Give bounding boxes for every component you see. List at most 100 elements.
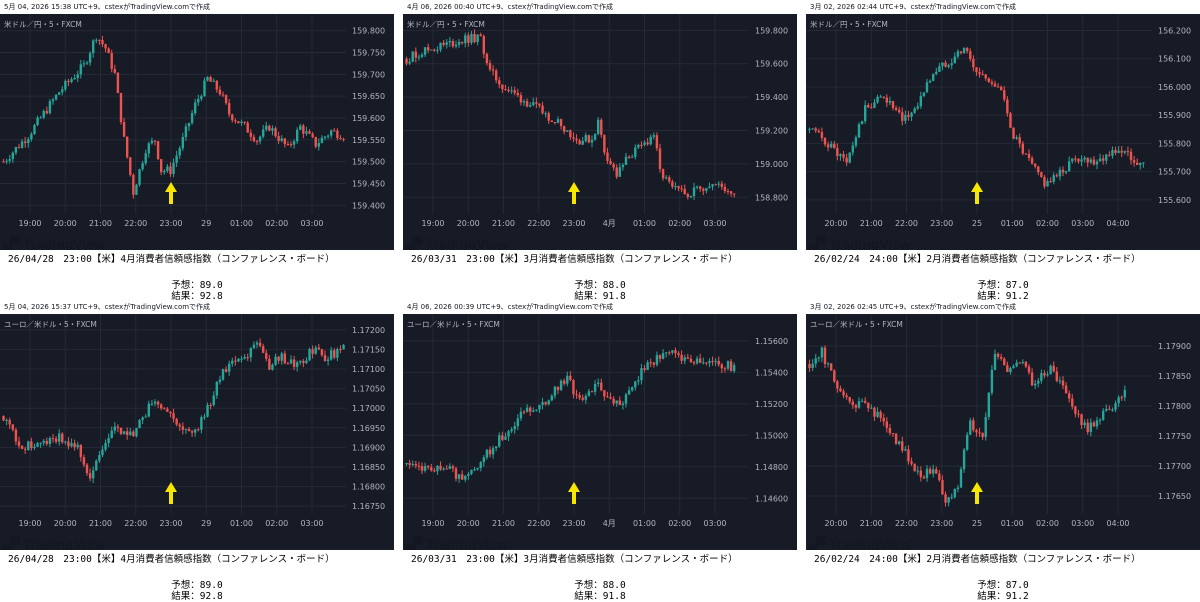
candle-body bbox=[184, 428, 188, 430]
candle-body bbox=[200, 417, 203, 430]
candle-body bbox=[311, 133, 314, 137]
candle-body bbox=[129, 157, 132, 175]
x-tick-label: 01:00 bbox=[1001, 519, 1024, 528]
candle-body bbox=[405, 58, 408, 64]
candle-body bbox=[962, 449, 966, 470]
candlestick-chart[interactable]: 159.800 159.600 159.400 159.200 159.000 158.8… bbox=[403, 14, 797, 250]
candle-body bbox=[1037, 380, 1040, 384]
actual-value: 結果：91.8 bbox=[574, 591, 626, 602]
candle-body bbox=[323, 355, 327, 362]
candle-body bbox=[423, 47, 427, 55]
x-tick-label: 02:00 bbox=[1036, 519, 1059, 528]
candle-body bbox=[836, 381, 839, 389]
candle-body bbox=[910, 461, 913, 464]
candle-body bbox=[320, 349, 324, 356]
candle-body bbox=[224, 95, 228, 104]
y-tick-label: 159.550 bbox=[352, 136, 385, 145]
candlestick-chart[interactable]: 1.15600 1.15400 1.15200 1.15000 1.14800 1.146… bbox=[403, 314, 797, 550]
candle-body bbox=[283, 353, 287, 364]
candle-body bbox=[125, 431, 129, 436]
candle-body bbox=[935, 71, 938, 75]
candle-body bbox=[451, 466, 455, 469]
candlestick-chart[interactable]: 159.800 159.750 159.700 159.650 159.600 159.5… bbox=[0, 14, 394, 250]
candle-body bbox=[467, 473, 470, 476]
candle-body bbox=[590, 391, 594, 393]
x-tick-label: 19:00 bbox=[421, 219, 444, 228]
candle-body bbox=[947, 65, 950, 67]
candle-body bbox=[132, 431, 135, 437]
candle-body bbox=[516, 92, 520, 96]
candle-body bbox=[513, 426, 516, 430]
candle-body bbox=[1037, 166, 1040, 173]
candle-body bbox=[1074, 158, 1077, 160]
candle-body bbox=[172, 162, 175, 175]
candle-body bbox=[498, 80, 501, 85]
candle-body bbox=[48, 438, 52, 444]
candle-body bbox=[513, 90, 516, 93]
candle-body bbox=[922, 476, 926, 479]
x-tick-label: 19:00 bbox=[18, 519, 41, 528]
candle-body bbox=[125, 136, 129, 158]
candle-body bbox=[1030, 372, 1034, 386]
event-arrow-icon bbox=[568, 182, 580, 204]
forecast-value: 予想：87.0 bbox=[977, 280, 1029, 291]
candle-body bbox=[234, 360, 237, 362]
candle-body bbox=[854, 405, 858, 408]
candle-body bbox=[950, 497, 953, 499]
candle-body bbox=[1080, 414, 1083, 425]
candle-body bbox=[85, 464, 89, 474]
candle-body bbox=[193, 429, 197, 433]
candle-body bbox=[110, 430, 113, 439]
candle-body bbox=[572, 380, 575, 395]
x-tick-label: 01:00 bbox=[633, 219, 656, 228]
candle-body bbox=[203, 80, 206, 97]
tradingview-logo: ▄▀ TradingView bbox=[405, 236, 508, 252]
candle-body bbox=[451, 41, 455, 47]
candle-body bbox=[485, 449, 489, 458]
candle-body bbox=[314, 347, 317, 354]
x-tick-label: 23:00 bbox=[930, 219, 953, 228]
y-tick-label: 1.15400 bbox=[755, 368, 788, 377]
x-tick-label: 03:00 bbox=[703, 219, 726, 228]
candle-body bbox=[57, 433, 61, 442]
event-caption: 26/04/28 23:00【米】4月消費者信頼感指数（コンファレンス・ボード）… bbox=[0, 250, 394, 302]
candlestick-chart[interactable]: 156.200 156.100 156.000 155.900 155.800 155.7… bbox=[806, 14, 1200, 250]
candle-body bbox=[101, 40, 104, 45]
tradingview-logo: ▄▀ TradingView bbox=[2, 536, 105, 552]
candle-body bbox=[692, 187, 696, 197]
candle-body bbox=[169, 166, 172, 175]
candle-body bbox=[460, 41, 464, 44]
symbol-label: ユーロ／米ドル・5・FXCM bbox=[810, 320, 903, 329]
candle-body bbox=[317, 143, 321, 147]
candle-body bbox=[280, 138, 283, 141]
candlestick-chart[interactable]: 1.17900 1.17850 1.17800 1.17750 1.17700 1.176… bbox=[806, 314, 1200, 550]
candle-body bbox=[823, 137, 827, 145]
x-tick-label: 03:00 bbox=[703, 519, 726, 528]
candle-body bbox=[1089, 159, 1093, 163]
candle-body bbox=[559, 380, 563, 390]
candle-body bbox=[5, 160, 8, 162]
candle-body bbox=[661, 353, 665, 359]
candle-body bbox=[1086, 422, 1089, 433]
candle-body bbox=[442, 468, 445, 470]
x-tick-label: 20:00 bbox=[54, 519, 77, 528]
y-tick-label: 1.17150 bbox=[352, 345, 385, 354]
candle-body bbox=[45, 440, 49, 444]
y-tick-label: 1.15000 bbox=[755, 431, 788, 440]
candle-body bbox=[507, 431, 510, 437]
candle-body bbox=[876, 411, 879, 417]
candle-body bbox=[686, 194, 690, 197]
candlestick-chart[interactable]: 1.17200 1.17150 1.17100 1.17050 1.17000 1.169… bbox=[0, 314, 394, 550]
candle-body bbox=[1111, 150, 1114, 156]
candle-body bbox=[274, 128, 277, 137]
panel-header: 3月 02, 2026 02:44 UTC+9、cstexがTradingVie… bbox=[806, 0, 1200, 14]
candle-body bbox=[723, 368, 727, 370]
candle-body bbox=[677, 353, 680, 355]
candle-body bbox=[1040, 373, 1043, 381]
y-tick-label: 159.500 bbox=[352, 158, 385, 167]
candle-body bbox=[547, 113, 550, 121]
candle-body bbox=[1132, 160, 1136, 163]
candle-body bbox=[984, 74, 987, 79]
y-tick-label: 159.200 bbox=[755, 127, 788, 136]
candle-body bbox=[107, 48, 110, 54]
